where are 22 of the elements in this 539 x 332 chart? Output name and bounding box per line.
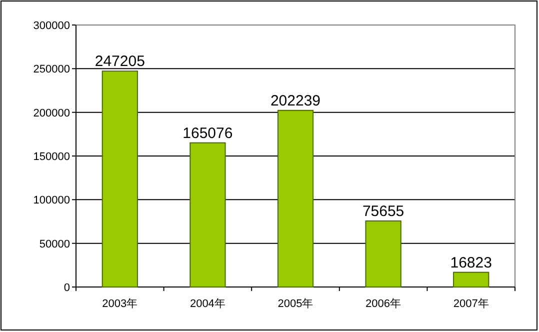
x-tick-label: 2004年: [190, 298, 226, 310]
data-label: 16823: [450, 254, 492, 272]
y-tick-label: 300000: [33, 20, 70, 32]
x-tick-label: 2007年: [453, 298, 489, 310]
bar: [365, 220, 402, 288]
y-tick-label: 250000: [33, 64, 70, 76]
x-tick-label: 2006年: [366, 298, 402, 310]
bar: [190, 142, 226, 288]
bar: [453, 272, 490, 288]
y-tick-label: 0: [64, 282, 70, 294]
y-tick-label: 50000: [39, 238, 70, 250]
x-tick-label: 2003年: [102, 298, 138, 310]
data-label: 247205: [94, 53, 145, 70]
data-label: 202239: [270, 92, 321, 110]
x-tick-label: 2005年: [278, 298, 314, 310]
y-tick-label: 200000: [33, 107, 70, 120]
bar: [277, 110, 314, 288]
y-tick-label: 100000: [33, 194, 70, 207]
data-label: 75655: [362, 202, 404, 220]
bar: [102, 70, 138, 288]
data-label: 165076: [182, 124, 233, 142]
y-tick-label: 150000: [33, 151, 70, 163]
